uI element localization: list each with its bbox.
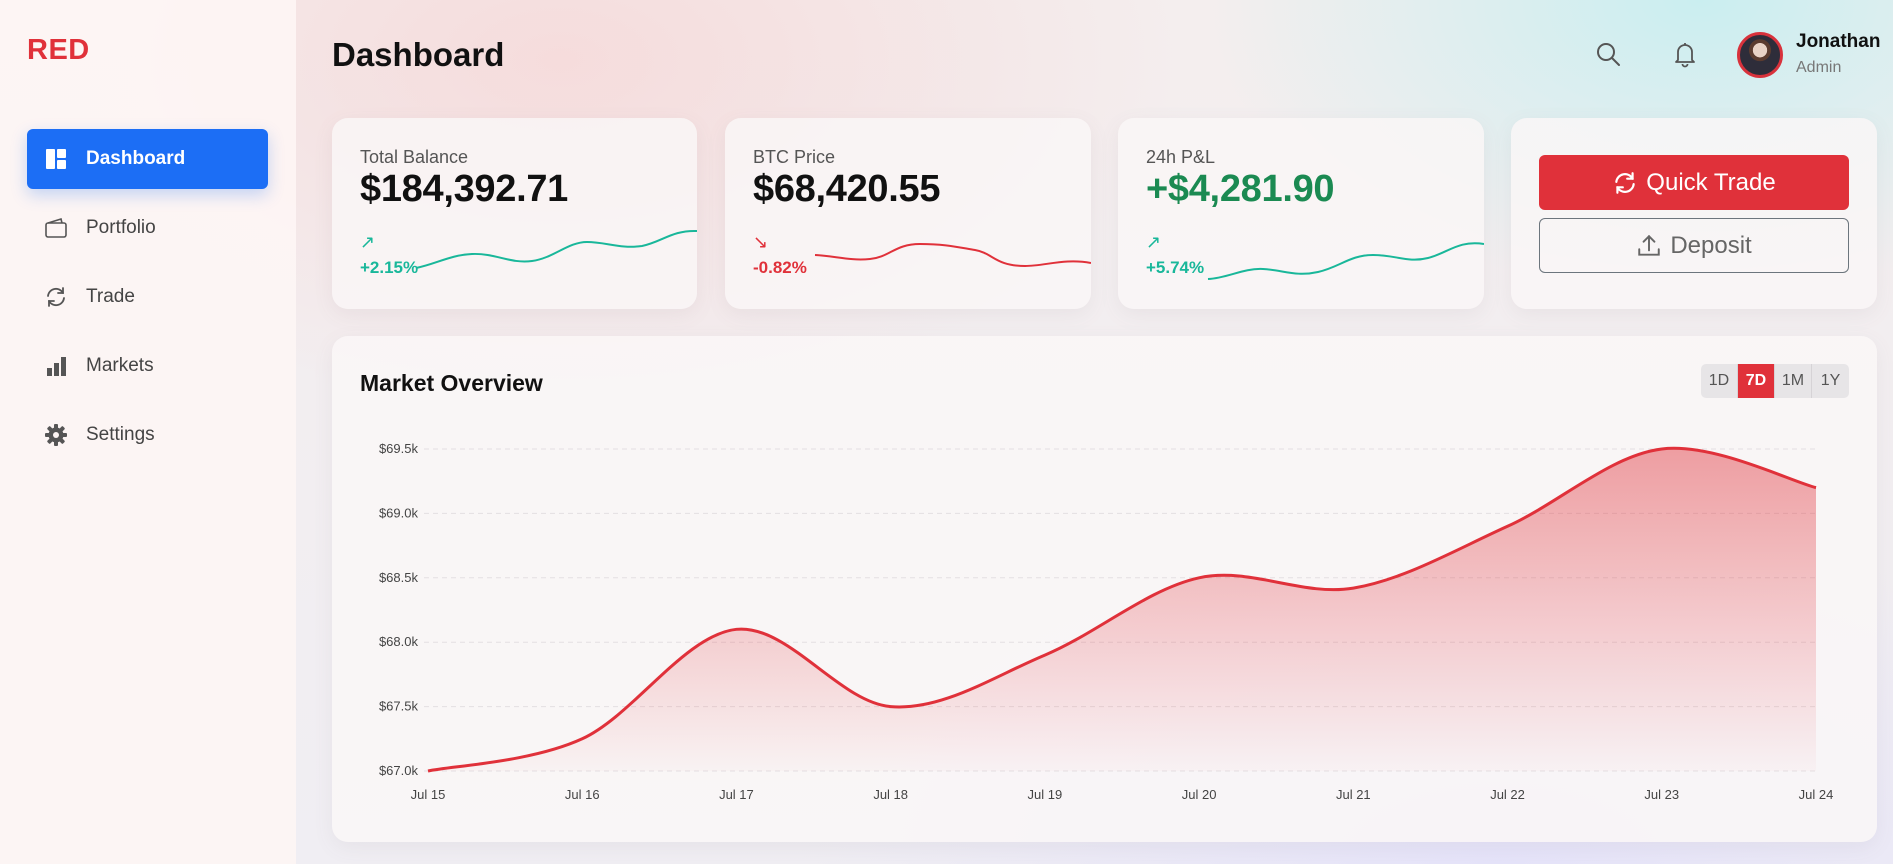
range-button-1d[interactable]: 1D: [1701, 364, 1738, 398]
market-overview-panel: Market Overview 1D 7D 1M 1Y $67.0k $67.5k…: [332, 336, 1877, 842]
market-title: Market Overview: [360, 370, 543, 396]
refresh-icon: [44, 285, 68, 309]
x-tick-label: Jul 17: [719, 787, 754, 802]
sidebar-item-label: Portfolio: [86, 217, 156, 238]
quick-trade-label: Quick Trade: [1646, 168, 1776, 196]
wallet-icon: [44, 216, 68, 240]
deposit-button[interactable]: Deposit: [1539, 218, 1849, 273]
chart-line: [427, 446, 1817, 773]
sparkline: [814, 242, 1091, 268]
card-value: +$4,281.90: [1146, 168, 1335, 210]
bell-icon[interactable]: [1671, 40, 1699, 68]
range-button-1y[interactable]: 1Y: [1820, 372, 1841, 389]
upload-icon: [1636, 233, 1662, 259]
data-point: [1505, 523, 1511, 529]
market-chart: $67.0k $67.5k $68.0k $68.5k $69.0k $69.5k Jul…: [379, 441, 1834, 802]
chart-area: [428, 448, 1816, 771]
sidebar-item-markets[interactable]: Markets: [27, 336, 268, 396]
card-change: +2.15%: [360, 258, 419, 277]
sidebar-item-label: Dashboard: [86, 148, 186, 169]
card-change: +5.74%: [1146, 258, 1205, 277]
sidebar-item-trade[interactable]: Trade: [27, 267, 268, 327]
x-tick-label: Jul 24: [1799, 787, 1834, 802]
card-label: Total Balance: [360, 147, 469, 167]
x-tick-label: Jul 23: [1644, 787, 1679, 802]
user-name: Jonathan: [1796, 31, 1881, 52]
x-tick-label: Jul 21: [1336, 787, 1371, 802]
card-value: $184,392.71: [360, 168, 569, 210]
sidebar-nav: Dashboard Portfolio Trade Markets Settin…: [27, 129, 268, 474]
data-point: [579, 736, 585, 742]
sparkline: [415, 229, 697, 269]
range-selector: 1D 7D 1M 1Y: [1701, 364, 1849, 398]
trend-up-icon: ↗: [1146, 232, 1162, 252]
gear-icon: [44, 423, 68, 447]
dashboard-icon: [44, 147, 68, 171]
card-label: 24h P&L: [1146, 147, 1216, 167]
y-tick-label: $69.0k: [379, 505, 419, 520]
data-point: [888, 704, 894, 710]
trend-up-icon: ↗: [360, 232, 376, 252]
card-value: $68,420.55: [753, 168, 941, 210]
x-tick-label: Jul 15: [411, 787, 446, 802]
x-tick-label: Jul 16: [565, 787, 600, 802]
data-point: [1813, 485, 1819, 491]
sidebar: RED Dashboard Portfolio Trade Markets: [0, 0, 296, 864]
y-tick-label: $68.5k: [379, 570, 419, 585]
page-title: Dashboard: [332, 36, 505, 73]
y-tick-label: $69.5k: [379, 441, 419, 456]
stat-card-btc-price: BTC Price $68,420.55 ↘ -0.82%: [725, 118, 1091, 309]
data-point: [1659, 446, 1665, 452]
refresh-icon: [1612, 170, 1638, 196]
x-tick-label: Jul 19: [1028, 787, 1063, 802]
card-change: -0.82%: [753, 258, 807, 277]
avatar[interactable]: [1737, 32, 1783, 78]
user-role: Admin: [1796, 59, 1842, 76]
trend-down-icon: ↘: [753, 232, 769, 252]
card-label: BTC Price: [753, 147, 836, 167]
sidebar-item-label: Markets: [86, 355, 154, 376]
sparkline: [1207, 242, 1484, 280]
bar-chart-icon: [44, 354, 68, 378]
actions-card: Quick Trade Deposit: [1511, 118, 1877, 309]
stat-card-total-balance: Total Balance $184,392.71 ↗ +2.15%: [332, 118, 697, 309]
y-tick-label: $68.0k: [379, 634, 419, 649]
x-tick-label: Jul 18: [873, 787, 908, 802]
data-point: [1042, 652, 1048, 658]
data-point: [1196, 575, 1202, 581]
data-point: [425, 768, 431, 774]
range-button-1m[interactable]: 1M: [1775, 364, 1812, 398]
sidebar-item-label: Trade: [86, 286, 135, 307]
sidebar-item-settings[interactable]: Settings: [27, 405, 268, 465]
data-point: [1350, 585, 1356, 591]
sidebar-item-portfolio[interactable]: Portfolio: [27, 198, 268, 258]
stat-card-pnl: 24h P&L +$4,281.90 ↗ +5.74%: [1118, 118, 1484, 309]
data-point: [733, 626, 739, 632]
deposit-label: Deposit: [1670, 231, 1752, 259]
x-tick-label: Jul 22: [1490, 787, 1525, 802]
sidebar-item-label: Settings: [86, 424, 155, 445]
y-tick-label: $67.0k: [379, 763, 419, 778]
y-tick-label: $67.5k: [379, 699, 419, 714]
app-logo: RED: [27, 34, 90, 66]
x-tick-label: Jul 20: [1182, 787, 1217, 802]
range-button-7d[interactable]: 7D: [1738, 364, 1775, 398]
quick-trade-button[interactable]: Quick Trade: [1539, 155, 1849, 210]
sidebar-item-dashboard[interactable]: Dashboard: [27, 129, 268, 189]
search-icon[interactable]: [1594, 40, 1622, 68]
